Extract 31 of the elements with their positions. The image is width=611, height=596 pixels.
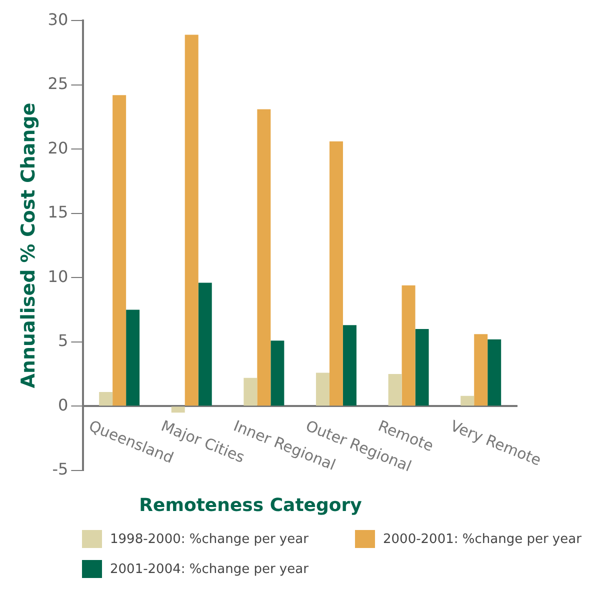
y-tick-label: 0 (58, 395, 68, 414)
bar (112, 95, 126, 406)
bar (270, 340, 284, 406)
legend-label: 1998-2000: %change per year (110, 532, 308, 546)
bar (388, 374, 402, 406)
x-axis-title: Remoteness Category (138, 495, 363, 516)
bar (460, 396, 474, 406)
y-tick-label: 10 (48, 266, 68, 286)
bar (415, 329, 429, 406)
y-tick-label: 20 (48, 138, 68, 158)
bar (99, 392, 113, 406)
y-axis-title: Annualised % Cost Change (17, 102, 40, 388)
legend-label: 2000-2001: %change per year (383, 532, 582, 546)
bar (342, 325, 356, 406)
bar (257, 109, 271, 406)
bar (126, 310, 140, 406)
bar (198, 282, 212, 406)
bar (244, 378, 258, 406)
y-tick-label: 5 (58, 331, 68, 350)
y-tick-label: 15 (48, 202, 68, 222)
bar (488, 339, 502, 406)
bar (184, 34, 198, 406)
y-tick-label: 30 (48, 10, 68, 29)
legend-label: 2001-2004: %change per year (110, 562, 308, 576)
bar (316, 372, 330, 406)
bar (329, 141, 343, 406)
bar (171, 406, 185, 413)
bar (474, 334, 488, 406)
bar (402, 285, 416, 406)
y-tick-label: -5 (52, 460, 68, 479)
y-tick-label: 25 (48, 74, 68, 94)
